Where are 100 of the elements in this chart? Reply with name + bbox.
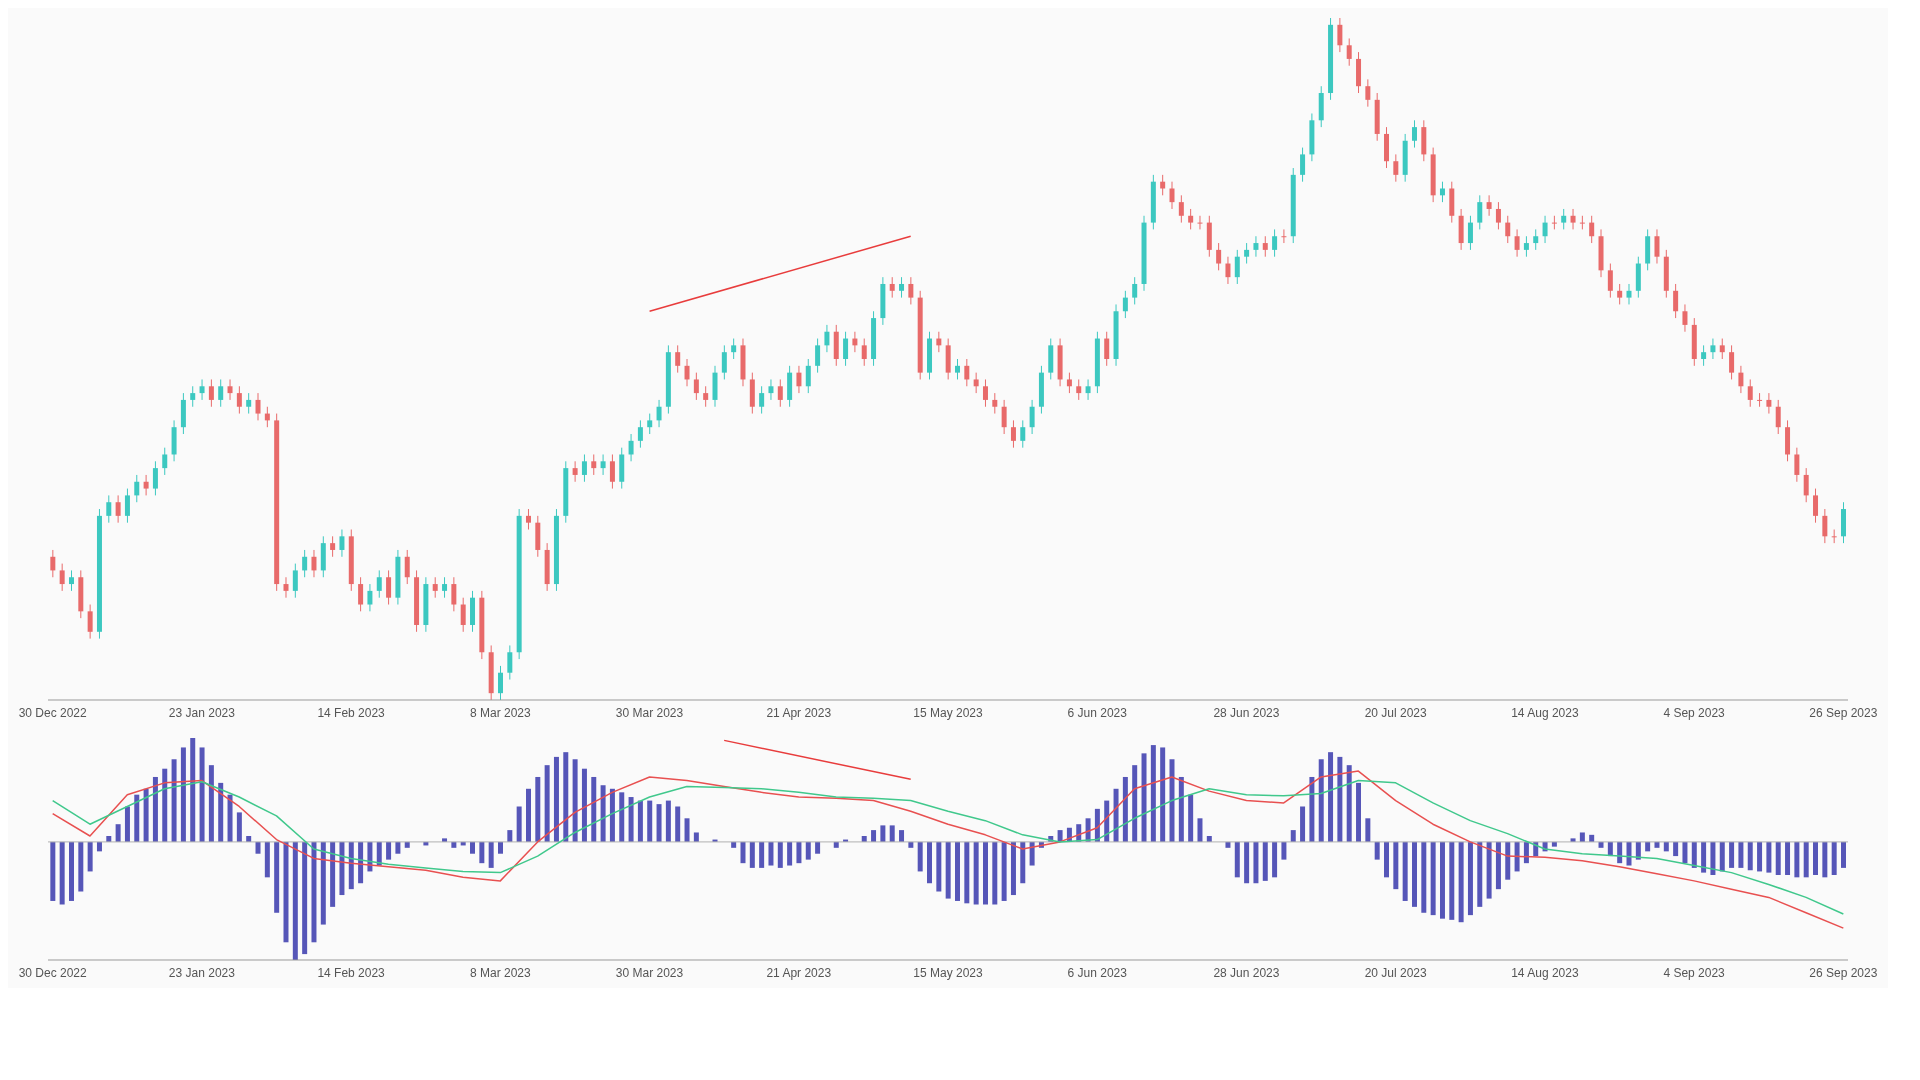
candlestick bbox=[982, 378, 988, 408]
candlestick bbox=[1346, 37, 1352, 67]
bar bbox=[1244, 841, 1250, 884]
candlestick bbox=[124, 488, 130, 524]
candlestick bbox=[246, 392, 252, 415]
x-tick-label: 30 Mar 2023 bbox=[615, 965, 684, 980]
bar bbox=[190, 738, 196, 842]
candlestick bbox=[50, 549, 56, 578]
candlestick bbox=[843, 331, 849, 367]
candlestick bbox=[675, 344, 681, 374]
candlestick bbox=[404, 549, 410, 585]
bar bbox=[302, 841, 308, 955]
bar bbox=[591, 776, 597, 842]
candlestick bbox=[190, 385, 196, 408]
bar bbox=[470, 841, 476, 854]
bar bbox=[805, 841, 811, 860]
bar bbox=[535, 776, 541, 842]
candlestick bbox=[1794, 447, 1800, 483]
bar bbox=[740, 841, 746, 864]
bar bbox=[208, 765, 214, 842]
bar bbox=[1309, 776, 1315, 842]
bar bbox=[777, 841, 783, 868]
candlestick bbox=[1719, 338, 1725, 360]
candlestick bbox=[292, 563, 298, 599]
x-tick-label: 15 May 2023 bbox=[913, 705, 984, 720]
candlestick bbox=[731, 338, 737, 360]
bar bbox=[134, 794, 140, 842]
candlestick bbox=[955, 358, 960, 380]
candlestick bbox=[600, 453, 606, 476]
bar bbox=[1001, 841, 1007, 901]
bar bbox=[1710, 841, 1716, 875]
candlestick bbox=[106, 494, 112, 524]
candlestick bbox=[1775, 399, 1781, 435]
candlestick bbox=[1495, 201, 1501, 230]
x-tick-label: 14 Aug 2023 bbox=[1511, 705, 1579, 720]
candlestick bbox=[1803, 467, 1809, 503]
candlestick bbox=[236, 385, 242, 415]
bar bbox=[637, 800, 643, 842]
bar bbox=[1160, 747, 1166, 842]
candlestick bbox=[703, 385, 709, 408]
candlestick bbox=[899, 276, 905, 299]
bar bbox=[1794, 841, 1800, 878]
candlestick bbox=[115, 494, 121, 524]
candlestick bbox=[1300, 147, 1306, 183]
candlestick bbox=[964, 358, 970, 387]
candlestick bbox=[1682, 303, 1688, 333]
candlestick bbox=[1486, 194, 1492, 217]
bar bbox=[59, 841, 65, 905]
x-tick-label: 26 Sep 2023 bbox=[1809, 965, 1878, 980]
candlestick bbox=[1477, 194, 1483, 230]
bar bbox=[255, 841, 261, 854]
bar bbox=[1262, 841, 1268, 881]
bar bbox=[927, 841, 933, 884]
candlestick bbox=[208, 378, 214, 408]
candlestick bbox=[1813, 488, 1819, 524]
candlestick bbox=[59, 563, 65, 592]
candlestick bbox=[134, 474, 140, 503]
bar bbox=[1486, 841, 1492, 899]
x-tick-label: 28 Jun 2023 bbox=[1213, 705, 1280, 720]
candlestick bbox=[302, 549, 308, 578]
candlestick bbox=[1337, 18, 1343, 53]
candlestick bbox=[1626, 283, 1632, 305]
x-tick-label: 30 Dec 2022 bbox=[18, 965, 88, 980]
bar bbox=[152, 776, 158, 842]
candlestick bbox=[1029, 399, 1035, 435]
bar bbox=[50, 841, 56, 901]
x-tick-label: 6 Jun 2023 bbox=[1067, 965, 1128, 980]
bar bbox=[162, 768, 168, 842]
candlestick bbox=[442, 576, 448, 599]
bar bbox=[180, 747, 186, 842]
candlestick bbox=[1757, 392, 1763, 408]
candlestick bbox=[656, 399, 662, 428]
candlestick bbox=[1766, 392, 1772, 415]
x-tick-label: 4 Sep 2023 bbox=[1663, 965, 1726, 980]
candlestick bbox=[1822, 508, 1828, 544]
candlestick bbox=[721, 344, 727, 380]
bar bbox=[199, 747, 205, 842]
bar bbox=[87, 841, 93, 872]
candlestick bbox=[1216, 242, 1222, 271]
candlestick bbox=[815, 338, 821, 374]
bar bbox=[1766, 841, 1772, 873]
bar bbox=[954, 841, 960, 901]
candlestick bbox=[637, 419, 643, 449]
bar bbox=[1738, 841, 1744, 868]
x-tick-label: 20 Jul 2023 bbox=[1364, 705, 1428, 720]
bar bbox=[1328, 752, 1334, 842]
candlestick bbox=[861, 338, 867, 367]
bar bbox=[1449, 841, 1455, 920]
candlestick bbox=[1514, 228, 1520, 258]
bar bbox=[115, 824, 121, 842]
candlestick bbox=[1411, 119, 1417, 149]
bar bbox=[1505, 841, 1511, 880]
x-tick-label: 26 Sep 2023 bbox=[1809, 705, 1878, 720]
bar bbox=[675, 806, 681, 842]
candlestick bbox=[992, 392, 998, 415]
candlestick bbox=[367, 583, 373, 612]
bar bbox=[1141, 753, 1147, 842]
bar bbox=[665, 800, 671, 842]
x-tick-label: 28 Jun 2023 bbox=[1213, 965, 1280, 980]
candlestick bbox=[609, 453, 615, 490]
